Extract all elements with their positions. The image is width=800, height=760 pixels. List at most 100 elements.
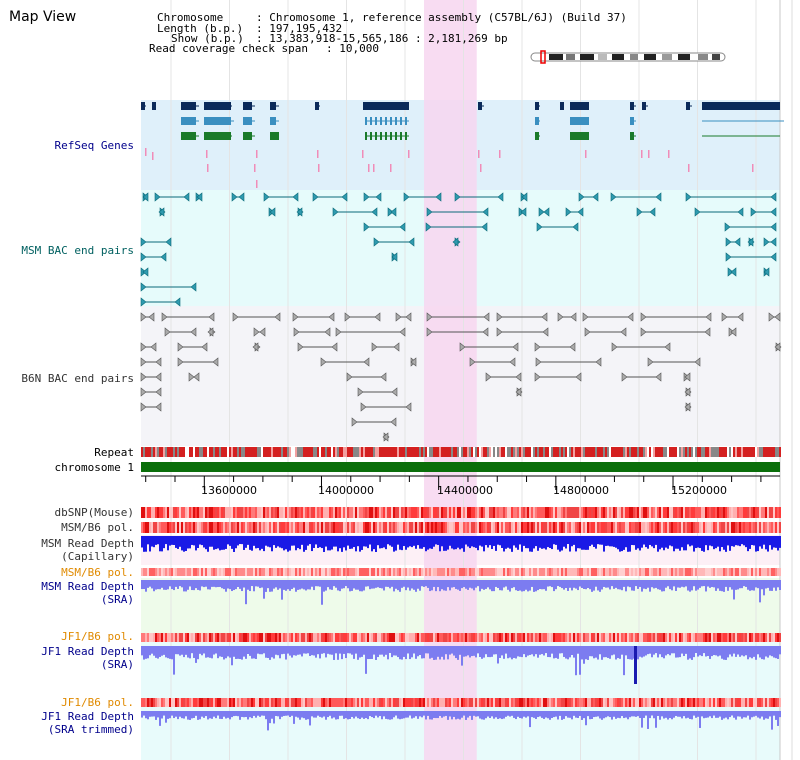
depth-bar: [143, 536, 145, 552]
heat-cell: [355, 568, 357, 576]
depth-bar: [541, 711, 543, 718]
track-label-msm-b6-pol-2[interactable]: MSM/B6 pol.: [61, 566, 134, 579]
depth-bar: [505, 536, 507, 549]
heat-cell: [517, 698, 519, 707]
depth-bar: [631, 580, 633, 591]
track-label-b6n-bac[interactable]: B6N BAC end pairs: [21, 372, 134, 385]
heat-cell: [341, 522, 343, 533]
depth-bar: [551, 580, 553, 588]
heat-cell: [611, 633, 613, 642]
heat-cell: [561, 568, 563, 576]
track-label-jf1-depth-sra[interactable]: JF1 Read Depth: [41, 645, 134, 658]
track-label-msm-depth-sra[interactable]: MSM Read Depth: [41, 580, 134, 593]
heat-cell: [733, 698, 735, 707]
heat-cell: [513, 522, 515, 533]
heat-cell: [205, 507, 207, 518]
heat-cell: [669, 698, 671, 707]
track-label-msm-bac[interactable]: MSM BAC end pairs: [21, 244, 134, 257]
track-label-msm-depth-capillary-sub: (Capillary): [61, 550, 134, 563]
repeat-stripe: [645, 447, 647, 457]
depth-bar: [283, 646, 285, 654]
depth-bar: [283, 580, 285, 590]
heat-cell: [589, 698, 591, 707]
heat-cell: [625, 507, 627, 518]
repeat-stripe: [201, 447, 203, 457]
repeat-stripe: [761, 447, 763, 457]
gene-exon: [270, 117, 273, 125]
depth-bar: [183, 711, 185, 719]
depth-bar: [729, 580, 731, 588]
depth-bar: [569, 711, 571, 718]
depth-bar: [199, 536, 201, 545]
heat-cell: [527, 507, 529, 518]
heat-cell: [765, 698, 767, 707]
heat-cell: [725, 522, 727, 533]
depth-bar: [711, 536, 713, 547]
show-value: : 13,383,918-15,565,186 : 2,181,269 bp: [256, 32, 508, 45]
heat-cell: [755, 507, 757, 518]
depth-bar: [223, 646, 225, 660]
repeat-stripe: [435, 447, 437, 457]
repeat-stripe: [169, 447, 171, 457]
track-label-jf1-b6-pol-2[interactable]: JF1/B6 pol.: [61, 696, 134, 709]
ideogram-band: [662, 54, 672, 60]
depth-bar: [727, 646, 729, 658]
depth-bar: [493, 536, 495, 546]
depth-bar: [215, 711, 217, 719]
track-label-repeat[interactable]: Repeat: [94, 446, 134, 459]
track-label-msm-b6-pol[interactable]: MSM/B6 pol.: [61, 521, 134, 534]
track-label-refseq[interactable]: RefSeq Genes: [54, 139, 134, 152]
heat-cell: [525, 522, 527, 533]
heat-cell: [437, 633, 439, 642]
heat-cell: [475, 522, 477, 533]
track-label-jf1-b6-pol[interactable]: JF1/B6 pol.: [61, 630, 134, 643]
gene-exon: [249, 117, 252, 125]
depth-bar: [419, 580, 421, 591]
heat-cell: [705, 507, 707, 518]
heat-cell: [433, 522, 435, 533]
heat-cell: [365, 633, 367, 642]
depth-bar: [737, 536, 739, 546]
heat-cell: [381, 522, 383, 533]
gene-exon: [193, 117, 196, 125]
heat-cell: [151, 698, 153, 707]
heat-cell: [169, 568, 171, 576]
depth-bar: [767, 580, 769, 588]
heat-cell: [597, 507, 599, 518]
track-label-chromosome[interactable]: chromosome 1: [54, 461, 134, 474]
heat-cell: [663, 698, 665, 707]
depth-bar: [301, 711, 303, 718]
heat-cell: [549, 522, 551, 533]
heat-cell: [535, 522, 537, 533]
heat-cell: [715, 698, 717, 707]
heat-cell: [745, 522, 747, 533]
track-label-jf1-depth-trimmed[interactable]: JF1 Read Depth: [41, 710, 134, 723]
heat-cell: [173, 633, 175, 642]
depth-bar: [553, 580, 555, 592]
depth-bar: [151, 536, 153, 547]
depth-bar: [453, 711, 455, 717]
depth-bar: [279, 646, 281, 659]
heat-cell: [513, 568, 515, 576]
depth-bar: [305, 711, 307, 720]
depth-bar: [467, 536, 469, 547]
track-label-msm-depth-capillary[interactable]: MSM Read Depth: [41, 537, 134, 550]
bac-end-marker: [253, 327, 260, 337]
repeat-stripe: [581, 447, 583, 457]
repeat-stripe: [211, 447, 213, 457]
track-label-dbsnp[interactable]: dbSNP(Mouse): [54, 506, 134, 519]
depth-bar: [149, 536, 151, 552]
heat-cell: [719, 507, 721, 518]
gene-exon: [187, 117, 190, 125]
depth-bar: [641, 536, 643, 548]
heat-cell: [211, 568, 213, 576]
depth-bar: [481, 711, 483, 720]
bac-end-marker: [344, 312, 351, 322]
heat-cell: [437, 522, 439, 533]
heat-cell: [395, 522, 397, 533]
bac-end-marker: [724, 222, 731, 232]
heat-cell: [179, 698, 181, 707]
depth-bar: [661, 536, 663, 548]
repeat-stripe: [331, 447, 333, 457]
depth-bar: [345, 646, 347, 659]
